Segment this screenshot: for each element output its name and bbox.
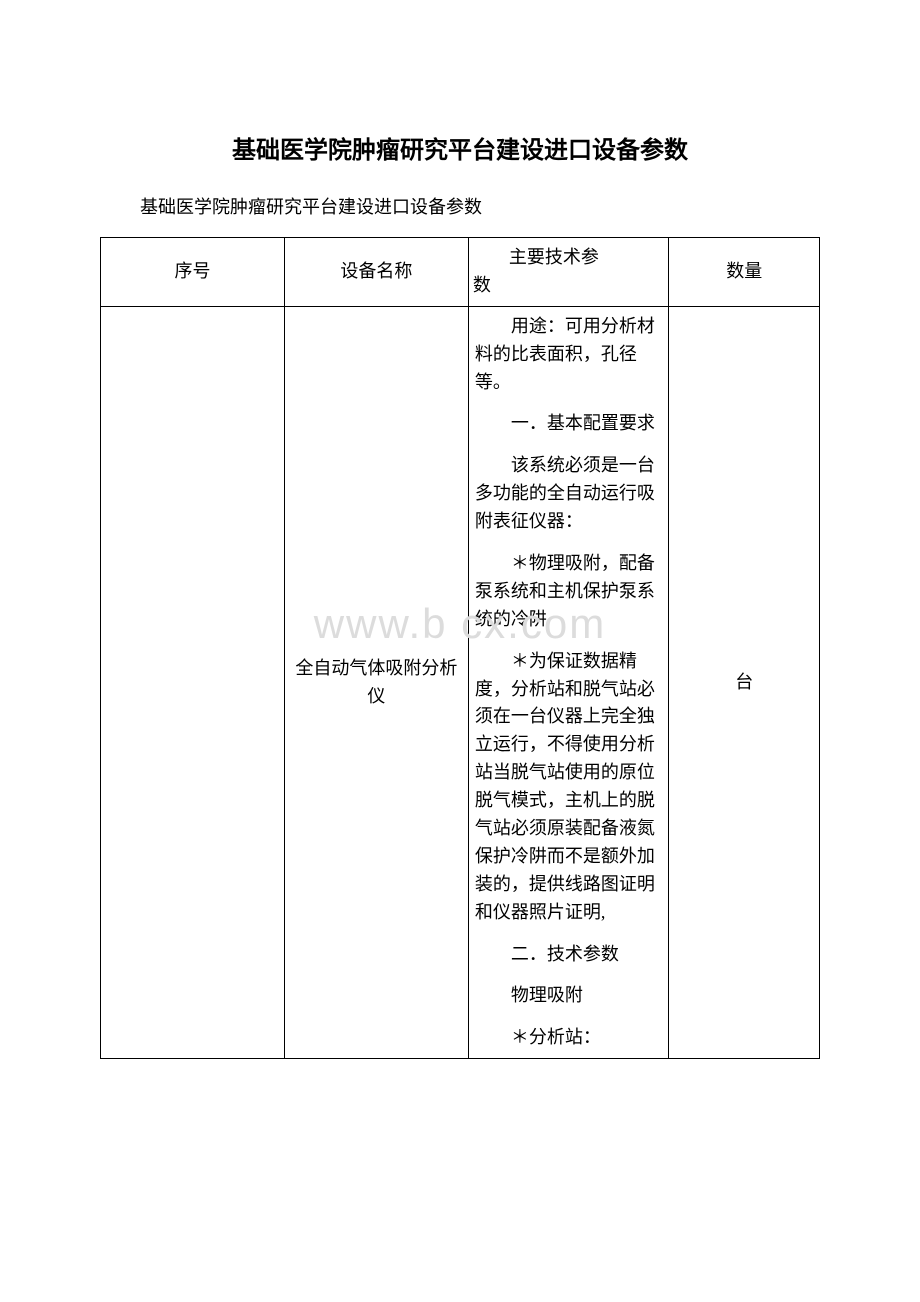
spec-para: 一．基本配置要求 [475, 410, 663, 438]
spec-para: 二．技术参数 [475, 941, 663, 969]
cell-spec: 用途：可用分析材料的比表面积，孔径等。 一．基本配置要求 该系统必须是一台多功能… [468, 306, 669, 1058]
spec-para: ＊物理吸附，配备泵系统和主机保护泵系统的冷阱 [475, 550, 663, 634]
spec-para: ＊分析站： [475, 1024, 663, 1052]
header-name: 设备名称 [284, 238, 468, 307]
table-header-row: 序号 设备名称 主要技术参 数 数量 [101, 238, 820, 307]
cell-seq [101, 306, 285, 1058]
header-spec: 主要技术参 数 [468, 238, 669, 307]
spec-para: 该系统必须是一台多功能的全自动运行吸附表征仪器： [475, 452, 663, 536]
header-qty: 数量 [669, 238, 820, 307]
table-row: 全自动气体吸附分析仪 用途：可用分析材料的比表面积，孔径等。 一．基本配置要求 … [101, 306, 820, 1058]
page-title: 基础医学院肿瘤研究平台建设进口设备参数 [100, 130, 820, 165]
page-subtitle: 基础医学院肿瘤研究平台建设进口设备参数 [140, 193, 820, 219]
spec-para: 物理吸附 [475, 982, 663, 1010]
spec-para: ＊为保证数据精度，分析站和脱气站必须在一台仪器上完全独立运行，不得使用分析站当脱… [475, 648, 663, 927]
cell-name: 全自动气体吸附分析仪 [284, 306, 468, 1058]
cell-qty: 台 [669, 306, 820, 1058]
header-spec-line1: 主要技术参 [473, 244, 663, 272]
equipment-table: 序号 设备名称 主要技术参 数 数量 全自动气体吸附分析仪 用途：可用分析材料的… [100, 237, 820, 1059]
document-page: 基础医学院肿瘤研究平台建设进口设备参数 基础医学院肿瘤研究平台建设进口设备参数 … [0, 0, 920, 1119]
header-seq: 序号 [101, 238, 285, 307]
spec-para: 用途：可用分析材料的比表面积，孔径等。 [475, 313, 663, 397]
header-spec-line2: 数 [473, 275, 491, 295]
